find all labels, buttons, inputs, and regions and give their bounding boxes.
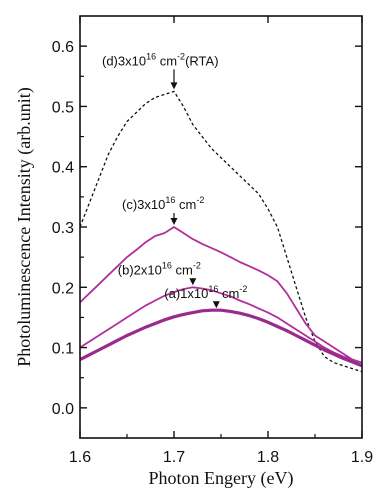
y-tick-label: 0.0	[52, 401, 74, 418]
y-tick-label: 0.4	[52, 160, 74, 177]
x-tick-label: 1.6	[69, 449, 91, 466]
y-tick-label: 0.2	[52, 280, 74, 297]
series-a-line	[80, 308, 362, 368]
series-c-line	[80, 226, 362, 367]
series-b-line	[80, 286, 362, 364]
y-tick-label: 0.3	[52, 220, 74, 237]
y-tick-label: 0.1	[52, 341, 74, 358]
x-tick-label: 1.7	[163, 449, 185, 466]
label-b: (b)2x1016 cm-2	[118, 260, 201, 277]
label-d-rta: (d)3x1016 cm-2(RTA)	[102, 51, 219, 68]
x-tick-label: 1.9	[351, 449, 373, 466]
label-b-annotation: (b)2x1016 cm-2	[118, 260, 201, 286]
x-axis-title: Photon Engery (eV)	[149, 468, 294, 489]
label-c: (c)3x1016 cm-2	[122, 195, 204, 212]
label-c-annotation: (c)3x1016 cm-2	[122, 195, 204, 225]
y-tick-label: 0.6	[52, 39, 74, 56]
arrow-head-icon	[170, 82, 178, 90]
plot-frame	[79, 15, 363, 439]
x-tick-label: 1.8	[257, 449, 279, 466]
y-axis-title: Photoluminescence Intensity (arb.unit)	[14, 87, 35, 366]
series-d-rta-line	[80, 90, 362, 373]
label-a-annotation: (a)1x1016 cm-2	[164, 284, 247, 309]
arrow-head-icon	[170, 218, 178, 225]
arrow-head-icon	[189, 278, 197, 286]
label-a: (a)1x1016 cm-2	[164, 284, 247, 301]
arrow-head-icon	[212, 301, 220, 309]
y-tick-label: 0.5	[52, 99, 74, 116]
label-d-rta-annotation: (d)3x1016 cm-2(RTA)	[102, 51, 219, 90]
